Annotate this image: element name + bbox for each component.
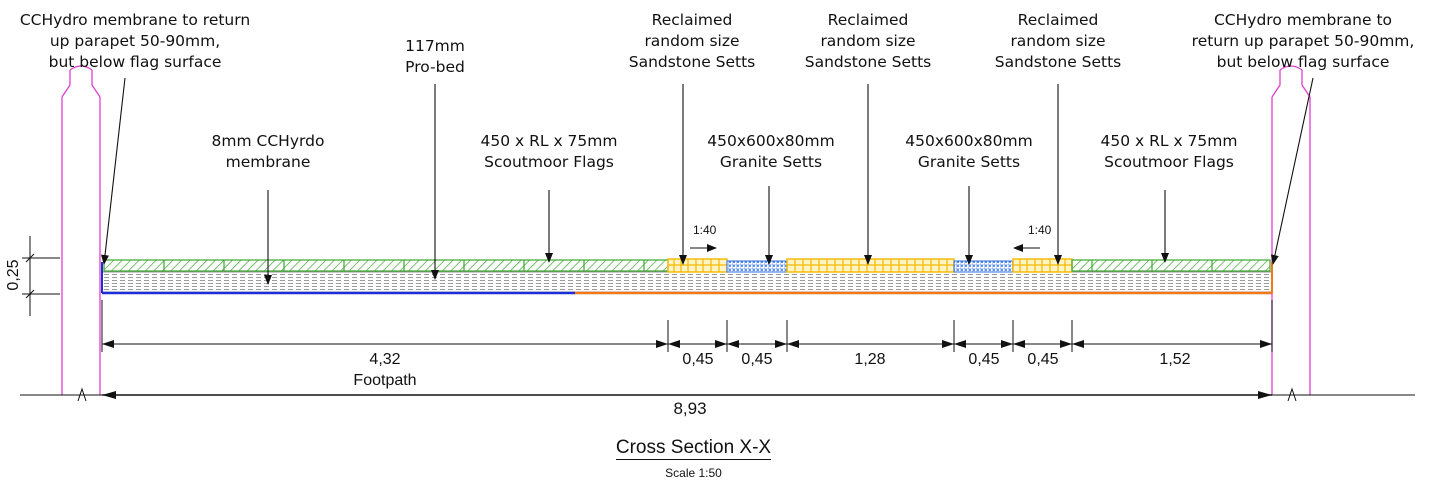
dimension-segment-6: 0,45 [1027, 351, 1059, 368]
label-probed: 117mm Pro-bed [405, 37, 465, 76]
segment-dimension-line [101, 300, 1273, 352]
dimension-total: 8,93 [673, 399, 707, 418]
flags-right [1071, 259, 1271, 272]
dimension-segment-1: 4,32 [369, 351, 401, 368]
section-title-text: Cross Section X-X [615, 437, 772, 460]
flags-left [103, 259, 669, 272]
reclaimed-setts-2 [786, 258, 955, 273]
left-parapet [61, 65, 101, 395]
reclaimed-setts-3 [1012, 258, 1073, 273]
dimension-segment-4: 1,28 [854, 351, 886, 368]
label-membrane-return-right: CCHydro membrane to return up parapet 50… [1191, 11, 1415, 71]
section-title: Cross Section X-X [0, 437, 1387, 460]
total-dimension-line [102, 391, 1272, 399]
dimension-segment-3: 0,45 [741, 351, 773, 368]
granite-setts-1 [726, 260, 788, 273]
segment-dimension-arrows [102, 340, 1272, 348]
right-parapet [1271, 65, 1311, 395]
label-reclaimed-2: Reclaimed random size Sandstone Setts [804, 11, 932, 71]
label-membrane-return-left: CCHydro membrane to return up parapet 50… [19, 11, 251, 71]
leader-membrane-return-left [101, 77, 126, 265]
label-scoutmoor-left: 450 x RL x 75mm Scoutmoor Flags [480, 132, 618, 171]
probed-layer [101, 271, 1273, 293]
thickness-dimension [22, 236, 60, 316]
leader-membrane-return-right [1270, 77, 1314, 265]
dimension-segment-7: 1,52 [1159, 351, 1191, 368]
label-reclaimed-3: Reclaimed random size Sandstone Setts [994, 11, 1122, 71]
label-reclaimed-1: Reclaimed random size Sandstone Setts [628, 11, 756, 71]
scale-label: Scale 1:50 [665, 466, 722, 480]
slope-label-left: 1:40 [693, 223, 717, 237]
dimension-thickness: 0,25 [5, 259, 22, 291]
leader-arrows [101, 77, 1314, 285]
reclaimed-setts-1 [667, 258, 728, 273]
dimension-segment-2: 0,45 [682, 351, 714, 368]
label-scoutmoor-right: 450 x RL x 75mm Scoutmoor Flags [1100, 132, 1238, 171]
dimension-segment-5: 0,45 [968, 351, 1000, 368]
label-granite-2: 450x600x80mm Granite Setts [905, 132, 1033, 171]
label-granite-1: 450x600x80mm Granite Setts [707, 132, 835, 171]
label-membrane-8mm: 8mm CCHyrdo membrane [211, 132, 325, 171]
slope-label-right: 1:40 [1028, 223, 1052, 237]
footpath-label: Footpath [353, 372, 417, 389]
granite-setts-2 [953, 260, 1014, 273]
